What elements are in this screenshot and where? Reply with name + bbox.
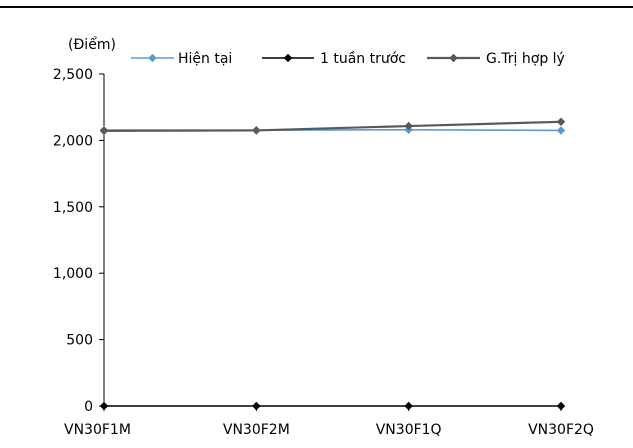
legend-label: G.Trị hợp lý: [486, 51, 565, 67]
legend-item: 1 tuần trước: [262, 51, 406, 67]
data-point: [404, 121, 414, 131]
legend-marker: [148, 53, 157, 63]
y-axis-unit-label: (Điểm): [68, 36, 116, 53]
series-line: [103, 120, 562, 132]
series-layer: [99, 117, 566, 411]
data-point: [556, 401, 566, 411]
legend-label: Hiện tại: [178, 51, 232, 67]
y-axis: 0 500 1,000 1,500 2,000 2,500: [53, 67, 105, 415]
data-point: [251, 401, 261, 411]
data-point: [251, 126, 261, 135]
data-point: [556, 117, 566, 127]
x-tick-label: VN30F2Q: [528, 422, 594, 438]
x-tick-label: VN30F2M: [223, 422, 290, 438]
y-tick-label: 500: [66, 333, 93, 349]
y-tick-label: 2,500: [53, 67, 93, 83]
series-1: [99, 401, 566, 411]
x-tick-label: VN30F1M: [64, 422, 131, 438]
x-axis: VN30F1M VN30F2M VN30F1Q VN30F2Q: [64, 405, 594, 438]
y-tick-label: 1,000: [53, 266, 93, 282]
top-rule: [0, 6, 633, 8]
data-point: [556, 126, 566, 135]
legend-marker: [283, 53, 293, 63]
y-tick-label: 1,500: [53, 200, 93, 216]
legend-label: 1 tuần trước: [320, 51, 406, 67]
y-tick-label: 0: [84, 399, 93, 415]
data-point: [99, 401, 109, 411]
data-point: [404, 401, 414, 411]
x-tick-label: VN30F1Q: [376, 422, 442, 438]
legend-item: G.Trị hợp lý: [427, 51, 565, 67]
legend-item: Hiện tại: [131, 51, 232, 67]
legend-marker: [449, 53, 458, 63]
data-point: [99, 126, 109, 136]
series-2: [99, 117, 566, 136]
legend: Hiện tại 1 tuần trước G.Trị hợp lý: [131, 51, 565, 67]
y-tick-label: 2,000: [53, 133, 93, 149]
